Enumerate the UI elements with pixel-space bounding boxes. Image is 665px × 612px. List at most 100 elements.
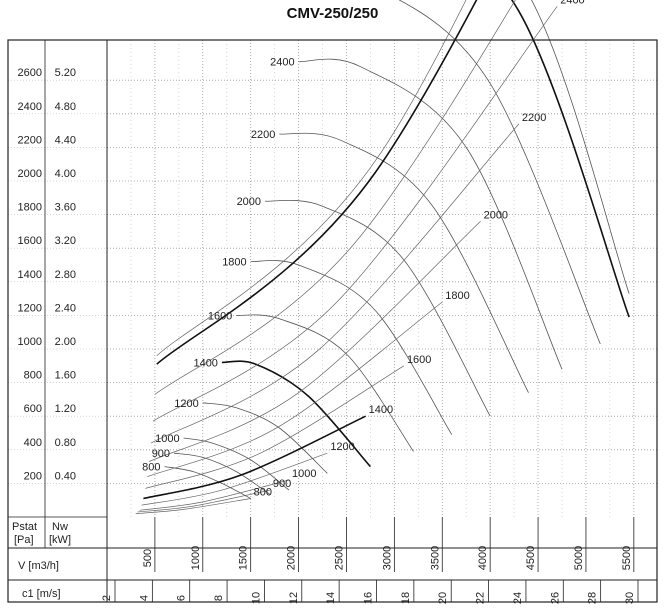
- pressure-curve-rpm-label: 1600: [208, 310, 232, 322]
- velocity-tick-label: 20: [437, 592, 449, 604]
- power-curve-rpm-label: 900: [273, 478, 291, 490]
- pressure-curve-rpm-label: 2400: [270, 57, 294, 69]
- power-curve: [141, 452, 328, 506]
- pressure-curve: [183, 437, 290, 491]
- flow-tick-label: 4000: [477, 546, 489, 570]
- power-curve-rpm-label: 1200: [330, 441, 354, 453]
- power-tick-label: 0.40: [55, 470, 76, 482]
- pressure-curve: [510, 0, 630, 318]
- pressure-curve-rpm-label: 1200: [174, 398, 198, 410]
- power-tick-label: 4.40: [55, 134, 76, 146]
- power-tick-label: 0.80: [55, 437, 76, 449]
- velocity-tick-label: 14: [325, 592, 337, 604]
- pressure-curve-rpm-label: 1000: [155, 433, 179, 445]
- velocity-tick-label: 28: [587, 592, 599, 604]
- power-tick-label: 2.00: [55, 336, 76, 348]
- pressure-curve: [279, 132, 529, 393]
- velocity-tick-label: 18: [400, 592, 412, 604]
- velocity-tick-label: 6: [176, 595, 188, 601]
- pressure-tick-label: 1800: [18, 202, 42, 214]
- curves-layer: [135, 0, 630, 514]
- pressure-curve: [174, 452, 271, 495]
- power-tick-label: 1.20: [55, 403, 76, 415]
- power-curve-rpm-label: 1400: [369, 404, 393, 416]
- pressure-tick-label: 2400: [18, 101, 42, 113]
- power-curve: [150, 123, 520, 444]
- power-curve: [139, 479, 290, 511]
- pressure-tick-label: 600: [24, 403, 42, 415]
- pressure-curve: [265, 199, 491, 417]
- velocity-tick-label: 30: [624, 592, 636, 604]
- velocity-tick-label: 22: [475, 592, 487, 604]
- velocity-axis-label: c1 [m/s]: [22, 588, 61, 600]
- frame-layer: [7, 39, 658, 603]
- power-curve-rpm-label: 2400: [560, 0, 584, 6]
- pressure-tick-label: 1000: [18, 336, 42, 348]
- pressure-curve-rpm-label: 1400: [193, 357, 217, 369]
- pressure-tick-label: 2200: [18, 134, 42, 146]
- power-curve: [147, 301, 443, 478]
- chart-frame: [7, 39, 658, 603]
- pressure-axis-unit: [Pa]: [14, 534, 34, 546]
- power-curve-rpm-label: 1600: [407, 354, 431, 366]
- power-tick-label: 4.80: [55, 101, 76, 113]
- pressure-tick-label: 800: [24, 370, 42, 382]
- power-curve: [148, 221, 481, 462]
- pressure-tick-label: 1200: [18, 302, 42, 314]
- pressure-tick-label: 200: [24, 470, 42, 482]
- flow-tick-label: 3000: [381, 546, 393, 570]
- chart-title: CMV-250/250: [286, 5, 379, 22]
- power-axis-unit: [kW]: [49, 534, 71, 546]
- power-curve: [152, 6, 558, 422]
- pressure-tick-label: 1400: [18, 269, 42, 281]
- pressure-curve-rpm-label: 800: [142, 462, 160, 474]
- flow-tick-label: 4500: [525, 546, 537, 570]
- power-tick-label: 1.60: [55, 370, 76, 382]
- power-curve: [156, 0, 478, 365]
- flow-tick-label: 500: [142, 549, 154, 567]
- power-curve-rpm-label: 800: [254, 487, 272, 499]
- power-tick-label: 2.40: [55, 302, 76, 314]
- labels-layer: 200 0.40 400 0.80 600 1.20 800 1.60 1000 2.00 1200…: [12, 0, 636, 604]
- pressure-curve: [164, 466, 251, 499]
- power-curve: [135, 498, 251, 514]
- flow-axis-label: V [m3/h]: [18, 560, 59, 572]
- power-tick-label: 3.20: [55, 235, 76, 247]
- flow-tick-label: 3500: [429, 546, 441, 570]
- power-curve: [154, 0, 516, 395]
- power-tick-label: 2.80: [55, 269, 76, 281]
- pressure-curve-rpm-label: 1800: [222, 257, 246, 269]
- pressure-tick-label: 1600: [18, 235, 42, 247]
- velocity-tick-label: 26: [549, 592, 561, 604]
- velocity-tick-label: 4: [138, 595, 150, 601]
- flow-tick-label: 2500: [333, 546, 345, 570]
- power-curve: [156, 0, 467, 356]
- pressure-curve: [398, 0, 601, 345]
- power-curve-rpm-label: 1800: [445, 290, 469, 302]
- pressure-curve-rpm-label: 2000: [237, 196, 261, 208]
- power-tick-label: 3.60: [55, 202, 76, 214]
- pressure-curve: [530, 0, 630, 294]
- power-tick-label: 5.20: [55, 67, 76, 79]
- pressure-axis-label: Pstat: [12, 521, 37, 533]
- pressure-tick-label: 400: [24, 437, 42, 449]
- pressure-tick-label: 2000: [18, 168, 42, 180]
- pressure-tick-label: 2600: [18, 67, 42, 79]
- flow-tick-label: 1000: [190, 546, 202, 570]
- velocity-tick-label: 24: [512, 592, 524, 604]
- flow-tick-label: 5500: [621, 546, 633, 570]
- flow-tick-label: 1500: [238, 546, 250, 570]
- pressure-curve: [250, 260, 453, 435]
- power-axis-label: Nw: [52, 521, 68, 533]
- power-curve-rpm-label: 1000: [292, 468, 316, 480]
- velocity-tick-label: 12: [288, 592, 300, 604]
- power-curve: [145, 365, 405, 489]
- power-curve-rpm-label: 2200: [522, 112, 546, 124]
- velocity-tick-label: 10: [250, 592, 262, 604]
- power-curve: [143, 415, 366, 500]
- power-tick-label: 4.00: [55, 168, 76, 180]
- flow-tick-label: 5000: [573, 546, 585, 570]
- power-curve: [137, 489, 270, 513]
